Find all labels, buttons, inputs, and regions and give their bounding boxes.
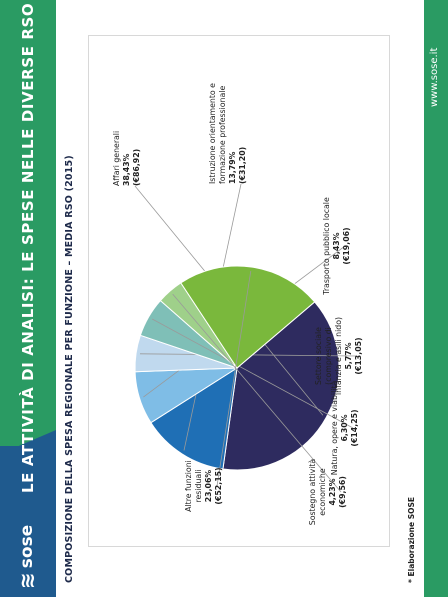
slice-amount-label: (€52,15) [214, 467, 223, 504]
sose-logo-icon: ≋ [15, 572, 39, 589]
pie-chart: Affari generali38,43%(€86,92) Istruzione … [112, 83, 363, 526]
slice-amount-label: (€19,06) [342, 227, 351, 264]
slice-percent-label: 5,77% [344, 342, 353, 369]
page-title: LE ATTIVITÀ DI ANALISI: LE SPESE NELLE D… [19, 2, 37, 493]
slice-amount-label: (€14,25) [350, 409, 359, 446]
slice-label: Altre funzioniresiduali23,06%(€52,15) [184, 460, 223, 512]
sose-logo: ≋ sose [10, 509, 44, 589]
slice-percent-label: 4,23% [328, 478, 337, 505]
logo-band [0, 446, 56, 597]
slice-percent-label: 23,06% [204, 470, 213, 503]
pie-slice [150, 366, 238, 470]
slice-percent-label: 8,43% [332, 232, 341, 259]
slice-label: Natura, opere e viabilità6,30%(€14,25) [330, 381, 359, 476]
slice-amount-label: (€31,20) [238, 147, 247, 184]
slice-label: Istruzione orientamento eformazione prof… [208, 83, 247, 184]
slice-amount-label: (€86,92) [132, 149, 141, 186]
slice-label: Settore sociale(compresivo diinfanzia e … [314, 317, 363, 395]
chart-subtitle: COMPOSIZIONE DELLA SPESA REGIONALE PER F… [64, 155, 75, 583]
chart-panel: Affari generali38,43%(€86,92) Istruzione … [88, 35, 390, 547]
leader-line [216, 270, 252, 487]
slice-label: Trasporto pubblico locale8,43%(€19,06) [322, 197, 351, 296]
pie-slice [180, 265, 316, 369]
source-note: * Elaborazione SOSE [407, 497, 416, 583]
leader-line [172, 293, 342, 493]
slice-label: Affari generali38,43%(€86,92) [112, 131, 141, 186]
side-band-left [0, 0, 56, 597]
slice-percent-label: 38,43% [122, 153, 131, 186]
slice-amount-label: (€13,05) [354, 337, 363, 374]
slice-amount-label: (€9,56) [338, 476, 347, 508]
pie-slice [222, 301, 340, 471]
logo-text: sose [17, 524, 37, 569]
website-link[interactable]: www.sose.it [429, 47, 440, 107]
slice-percent-label: 13,79% [228, 151, 237, 184]
side-band-right [424, 0, 448, 597]
slice-label: Sostegno attivitàeconomiche4,23%(€9,56) [308, 459, 347, 526]
slice-percent-label: 6,30% [340, 414, 349, 441]
leader-line [152, 318, 354, 429]
